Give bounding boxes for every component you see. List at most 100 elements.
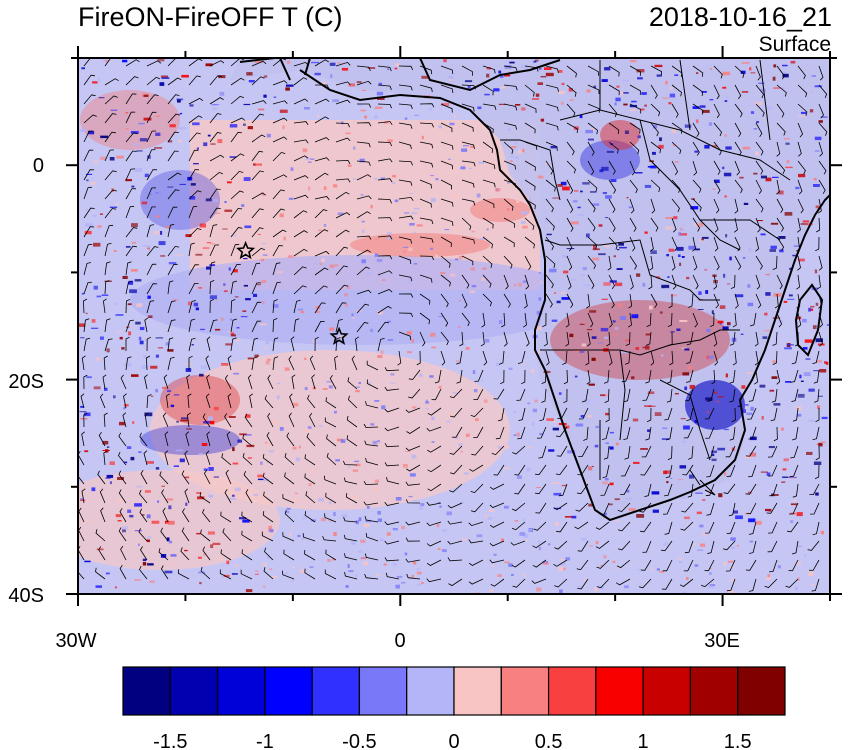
speckle [610, 179, 617, 182]
speckle [387, 68, 390, 70]
speckle [579, 323, 585, 325]
plot-datetime: 2018-10-16_21 [648, 2, 832, 32]
speckle [637, 568, 642, 571]
speckle [448, 412, 454, 416]
speckle [777, 190, 784, 195]
speckle [796, 512, 803, 517]
wind-barb [104, 95, 118, 105]
wind-barb [78, 546, 85, 561]
speckle [769, 249, 776, 252]
speckle [85, 208, 88, 211]
speckle [340, 403, 345, 406]
speckle [522, 362, 525, 365]
wind-barb [264, 395, 274, 409]
wind-barb [356, 160, 371, 167]
speckle [446, 420, 451, 423]
speckle [687, 366, 692, 370]
speckle [636, 514, 645, 518]
speckle [458, 443, 463, 447]
speckle [566, 248, 575, 250]
wind-barb [605, 407, 610, 423]
wind-barb [553, 559, 568, 567]
wind-barb [815, 236, 820, 252]
wind-barb [503, 236, 515, 248]
speckle [537, 351, 541, 354]
speckle [131, 374, 139, 377]
wind-barb [188, 132, 201, 143]
speckle [684, 124, 692, 128]
wind-barb [419, 331, 426, 347]
wind-barb [713, 293, 719, 309]
wind-barb [100, 507, 106, 523]
map-field [78, 58, 830, 594]
speckle [134, 503, 142, 507]
speckle [167, 186, 174, 188]
speckle [665, 226, 673, 230]
speckle [470, 267, 476, 271]
wind-barb [230, 95, 245, 105]
wind-barb [251, 134, 266, 143]
wind-barb [343, 517, 358, 523]
speckle [509, 160, 513, 163]
wind-barb [524, 236, 535, 249]
speckle [588, 466, 593, 471]
wind-barb [818, 179, 826, 194]
star-marker-2-star-icon [329, 326, 349, 345]
colorbar [122, 666, 786, 716]
speckle [587, 138, 594, 141]
speckle [409, 223, 415, 226]
speckle [431, 441, 435, 443]
wind-barb [304, 568, 316, 580]
speckle [227, 330, 232, 333]
speckle [609, 431, 614, 434]
wind-barb [230, 318, 237, 333]
speckle [147, 295, 151, 299]
wind-barb [713, 350, 718, 366]
speckle [325, 121, 331, 124]
wind-barb [729, 388, 736, 403]
speckle [319, 425, 323, 427]
speckle [268, 525, 272, 529]
speckle [679, 320, 688, 322]
speckle [722, 86, 727, 89]
speckle [431, 126, 437, 131]
wind-barb [230, 77, 245, 86]
wind-barb [140, 469, 148, 485]
speckle [160, 231, 163, 235]
speckle [645, 345, 650, 350]
speckle [818, 120, 823, 123]
wind-barb [707, 540, 715, 554]
speckle [601, 298, 608, 300]
speckle [332, 557, 335, 561]
speckle [355, 390, 360, 393]
wind-barb [650, 293, 658, 309]
wind-barb [188, 115, 203, 124]
speckle [272, 463, 276, 467]
speckle [245, 317, 250, 319]
wind-barb [293, 210, 308, 219]
speckle [623, 92, 629, 94]
speckle [297, 308, 304, 311]
speckle [378, 82, 382, 86]
speckle [576, 586, 582, 588]
wind-barb [734, 179, 743, 194]
speckle [711, 450, 717, 453]
wind-barb [692, 65, 704, 77]
wind-barb [356, 322, 369, 333]
wind-barb [356, 65, 371, 72]
wind-barb [603, 369, 610, 384]
speckle [395, 584, 400, 589]
speckle [535, 59, 539, 62]
speckle [379, 538, 384, 542]
speckle [315, 310, 320, 313]
wind-barb [755, 65, 761, 81]
speckle [392, 174, 397, 178]
speckle [742, 257, 746, 259]
speckle [167, 140, 173, 143]
speckle [749, 540, 754, 543]
speckle [648, 405, 656, 407]
wind-barb [357, 103, 372, 108]
speckle [729, 579, 735, 582]
speckle [212, 542, 221, 545]
speckle [681, 347, 687, 349]
